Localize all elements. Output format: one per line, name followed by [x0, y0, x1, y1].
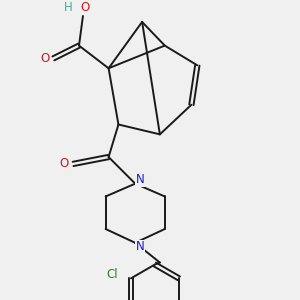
Text: N: N — [136, 173, 145, 186]
Text: N: N — [136, 240, 145, 253]
Text: O: O — [80, 1, 89, 13]
Text: H: H — [64, 1, 73, 13]
Text: Cl: Cl — [106, 268, 118, 281]
Text: O: O — [41, 52, 50, 65]
Text: O: O — [60, 158, 69, 170]
